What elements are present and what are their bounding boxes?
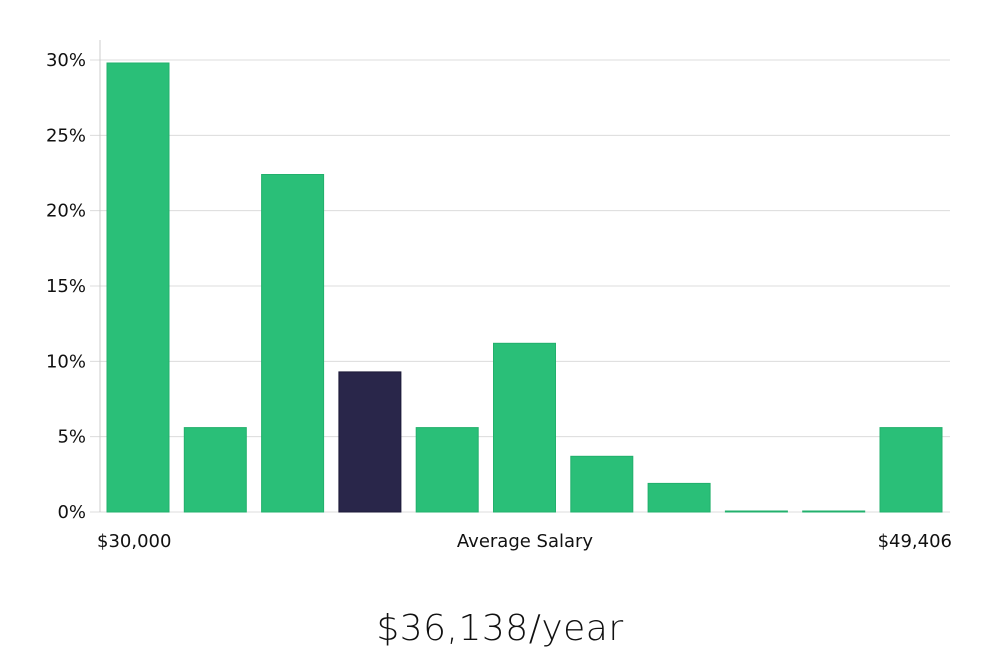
salary-histogram: 0% 5% 10% 15% 20% 25% 30% $30,000 Average Sala…: [46, 40, 952, 552]
bar: [647, 482, 711, 513]
y-tick-label: 15%: [46, 276, 86, 297]
bar: [261, 174, 325, 513]
bar: [183, 427, 247, 513]
bar: [493, 342, 556, 513]
x-axis-label: Average Salary: [457, 531, 594, 552]
y-axis-ticks: 0% 5% 10% 15% 20% 25% 30%: [46, 50, 86, 523]
bar: [724, 510, 788, 513]
x-max-label: $49,406: [878, 531, 952, 552]
bar: [570, 455, 634, 513]
y-tick-label: 30%: [46, 50, 86, 71]
y-tick-label: 20%: [46, 201, 86, 222]
x-min-label: $30,000: [97, 531, 171, 552]
bars: [106, 62, 943, 513]
bar: [106, 62, 170, 513]
y-tick-label: 10%: [46, 351, 86, 372]
y-tick-label: 5%: [57, 427, 86, 448]
bar-highlighted: [338, 371, 402, 513]
y-tick-label: 25%: [46, 125, 86, 146]
bar: [415, 427, 479, 513]
average-salary-value: $36,138/year: [376, 608, 624, 649]
y-tick-label: 0%: [57, 502, 86, 523]
bar: [802, 510, 866, 513]
bar: [879, 427, 943, 513]
